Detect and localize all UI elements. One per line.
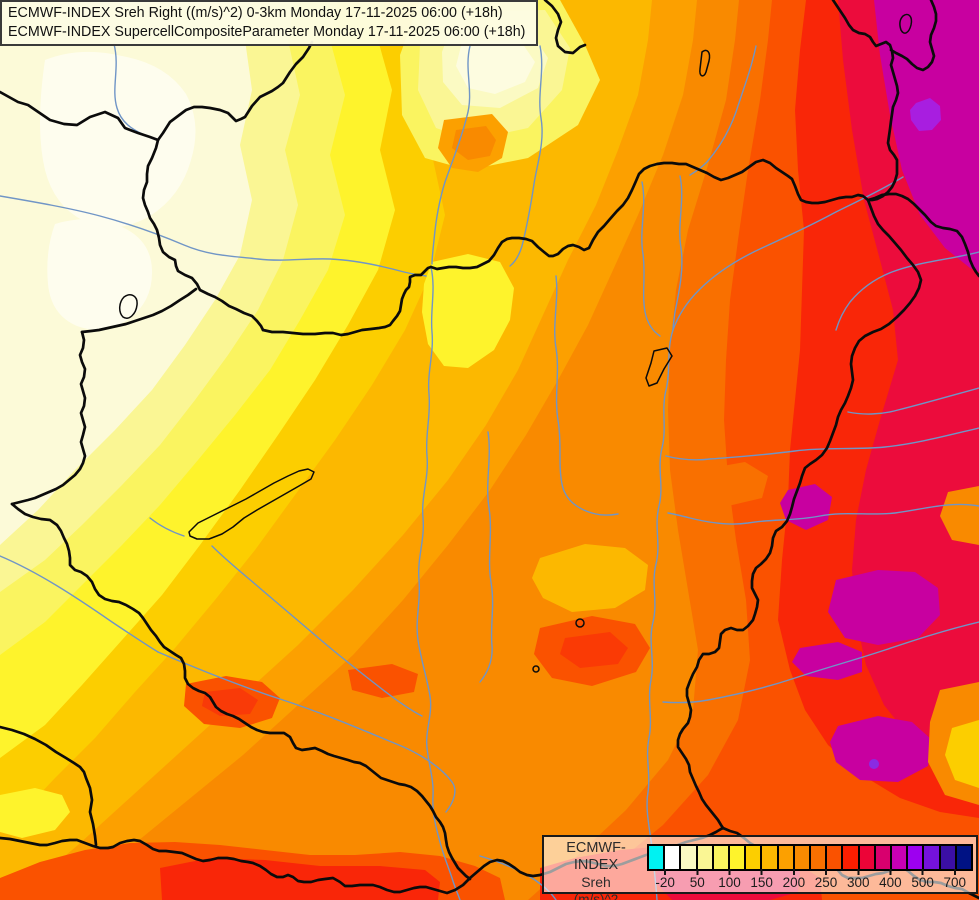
legend-tick-labels: -20 50 100 150 200 250 300 400 500 700: [649, 875, 971, 890]
legend-swatch: [843, 846, 860, 869]
legend-tick-label: 250: [814, 875, 838, 890]
legend-swatch: [778, 846, 795, 869]
legend-tick-label: 300: [846, 875, 870, 890]
rivers: [0, 43, 979, 900]
legend-swatch: [827, 846, 844, 869]
title-bar: ECMWF-INDEX Sreh Right ((m/s)^2) 0-3km M…: [0, 0, 538, 46]
lake-ferto: [119, 294, 138, 319]
river-tisza: [672, 176, 904, 331]
legend-labels: ECMWF-INDEX Sreh (m/s)^2: [546, 840, 646, 900]
legend-colorbar: [647, 844, 973, 871]
legend-tick-label: 50: [689, 875, 705, 890]
legend-swatch: [892, 846, 909, 869]
colorbar-legend: ECMWF-INDEX Sreh (m/s)^2 -20 50 100 150 200 2…: [542, 835, 978, 900]
legend-swatch: [730, 846, 747, 869]
legend-swatch: [713, 846, 731, 869]
lake-tisza: [645, 347, 673, 387]
legend-swatch: [956, 846, 972, 869]
legend-swatch: [924, 846, 941, 869]
legend-swatch: [649, 846, 666, 869]
legend-tick-label: -20: [655, 875, 675, 890]
legend-swatch: [762, 846, 779, 869]
lake-balaton: [188, 468, 315, 540]
legend-unit-label: (m/s)^2: [573, 892, 619, 900]
river-danube: [416, 266, 461, 900]
legend-swatch: [746, 846, 763, 869]
title-line-1: ECMWF-INDEX Sreh Right ((m/s)^2) 0-3km M…: [8, 5, 503, 21]
legend-swatch: [697, 846, 714, 869]
legend-tick-label: 150: [750, 875, 773, 890]
legend-tick-label: 200: [782, 875, 806, 890]
legend-swatch: [681, 846, 698, 869]
legend-tick-label: 100: [718, 875, 741, 890]
legend-swatch: [859, 846, 876, 869]
legend-model-label: ECMWF-INDEX: [566, 840, 626, 873]
legend-tick-label: 500: [911, 875, 934, 890]
legend-param-label: Sreh: [581, 874, 611, 890]
legend-swatch: [908, 846, 925, 869]
legend-swatch: [940, 846, 957, 869]
legend-swatch: [665, 846, 682, 869]
title-line-2: ECMWF-INDEX SupercellCompositeParameter …: [8, 24, 526, 40]
legend-tick-label: 400: [879, 875, 902, 890]
legend-swatch: [875, 846, 893, 869]
legend-tick-label: 700: [943, 875, 967, 890]
legend-swatch: [811, 846, 828, 869]
lakes: [119, 13, 913, 673]
legend-tick-marks: [649, 869, 971, 875]
legend-swatch: [794, 846, 812, 869]
